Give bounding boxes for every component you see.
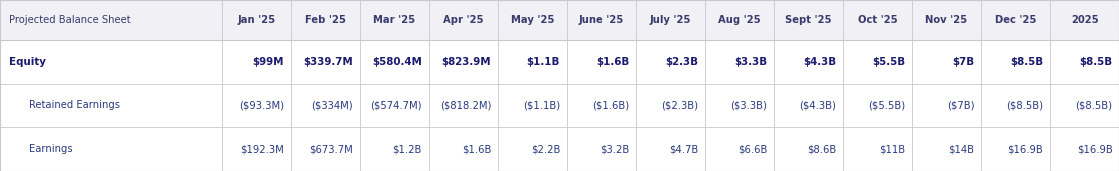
Text: Feb '25: Feb '25 bbox=[304, 15, 346, 25]
Bar bbox=[0, 0, 1119, 40]
Text: $1.6B: $1.6B bbox=[462, 144, 491, 154]
Text: Sept '25: Sept '25 bbox=[786, 15, 831, 25]
Text: ($8.5B): ($8.5B) bbox=[1075, 101, 1112, 110]
Text: ($3.3B): ($3.3B) bbox=[731, 101, 768, 110]
Text: $8.5B: $8.5B bbox=[1079, 57, 1112, 67]
Text: Projected Balance Sheet: Projected Balance Sheet bbox=[9, 15, 131, 25]
Text: $823.9M: $823.9M bbox=[441, 57, 491, 67]
Text: $6.6B: $6.6B bbox=[737, 144, 768, 154]
Text: Earnings: Earnings bbox=[29, 144, 73, 154]
Text: Aug '25: Aug '25 bbox=[718, 15, 761, 25]
Text: ($818.2M): ($818.2M) bbox=[440, 101, 491, 110]
Bar bbox=[0, 40, 1119, 171]
Text: ($4.3B): ($4.3B) bbox=[799, 101, 836, 110]
Text: $673.7M: $673.7M bbox=[309, 144, 352, 154]
Text: $16.9B: $16.9B bbox=[1007, 144, 1043, 154]
Text: $1.1B: $1.1B bbox=[527, 57, 560, 67]
Text: $11B: $11B bbox=[880, 144, 905, 154]
Text: $3.2B: $3.2B bbox=[600, 144, 629, 154]
Text: ($2.3B): ($2.3B) bbox=[661, 101, 698, 110]
Text: ($5.5B): ($5.5B) bbox=[868, 101, 905, 110]
Text: Equity: Equity bbox=[9, 57, 46, 67]
Text: ($574.7M): ($574.7M) bbox=[370, 101, 422, 110]
Text: May '25: May '25 bbox=[510, 15, 554, 25]
Text: Retained Earnings: Retained Earnings bbox=[29, 101, 120, 110]
Text: ($334M): ($334M) bbox=[311, 101, 352, 110]
Text: $2.3B: $2.3B bbox=[665, 57, 698, 67]
Text: $16.9B: $16.9B bbox=[1076, 144, 1112, 154]
Text: $5.5B: $5.5B bbox=[872, 57, 905, 67]
Text: $8.5B: $8.5B bbox=[1010, 57, 1043, 67]
Text: Jan '25: Jan '25 bbox=[237, 15, 275, 25]
Text: $4.3B: $4.3B bbox=[803, 57, 836, 67]
Text: Dec '25: Dec '25 bbox=[995, 15, 1036, 25]
Text: July '25: July '25 bbox=[650, 15, 692, 25]
Text: $7B: $7B bbox=[952, 57, 975, 67]
Text: ($1.1B): ($1.1B) bbox=[523, 101, 560, 110]
Text: Oct '25: Oct '25 bbox=[857, 15, 897, 25]
Text: 2025: 2025 bbox=[1071, 15, 1099, 25]
Text: $580.4M: $580.4M bbox=[373, 57, 422, 67]
Text: $339.7M: $339.7M bbox=[303, 57, 352, 67]
Text: ($7B): ($7B) bbox=[947, 101, 975, 110]
Text: Nov '25: Nov '25 bbox=[925, 15, 968, 25]
Text: Mar '25: Mar '25 bbox=[373, 15, 415, 25]
Text: $3.3B: $3.3B bbox=[734, 57, 768, 67]
Text: ($1.6B): ($1.6B) bbox=[592, 101, 629, 110]
Text: $192.3M: $192.3M bbox=[241, 144, 284, 154]
Text: June '25: June '25 bbox=[579, 15, 624, 25]
Text: Apr '25: Apr '25 bbox=[443, 15, 483, 25]
Text: $1.6B: $1.6B bbox=[595, 57, 629, 67]
Text: ($8.5B): ($8.5B) bbox=[1006, 101, 1043, 110]
Text: $14B: $14B bbox=[948, 144, 975, 154]
Text: ($93.3M): ($93.3M) bbox=[238, 101, 284, 110]
Text: $99M: $99M bbox=[253, 57, 284, 67]
Text: $4.7B: $4.7B bbox=[669, 144, 698, 154]
Text: $2.2B: $2.2B bbox=[530, 144, 560, 154]
Text: $1.2B: $1.2B bbox=[393, 144, 422, 154]
Text: $8.6B: $8.6B bbox=[807, 144, 836, 154]
